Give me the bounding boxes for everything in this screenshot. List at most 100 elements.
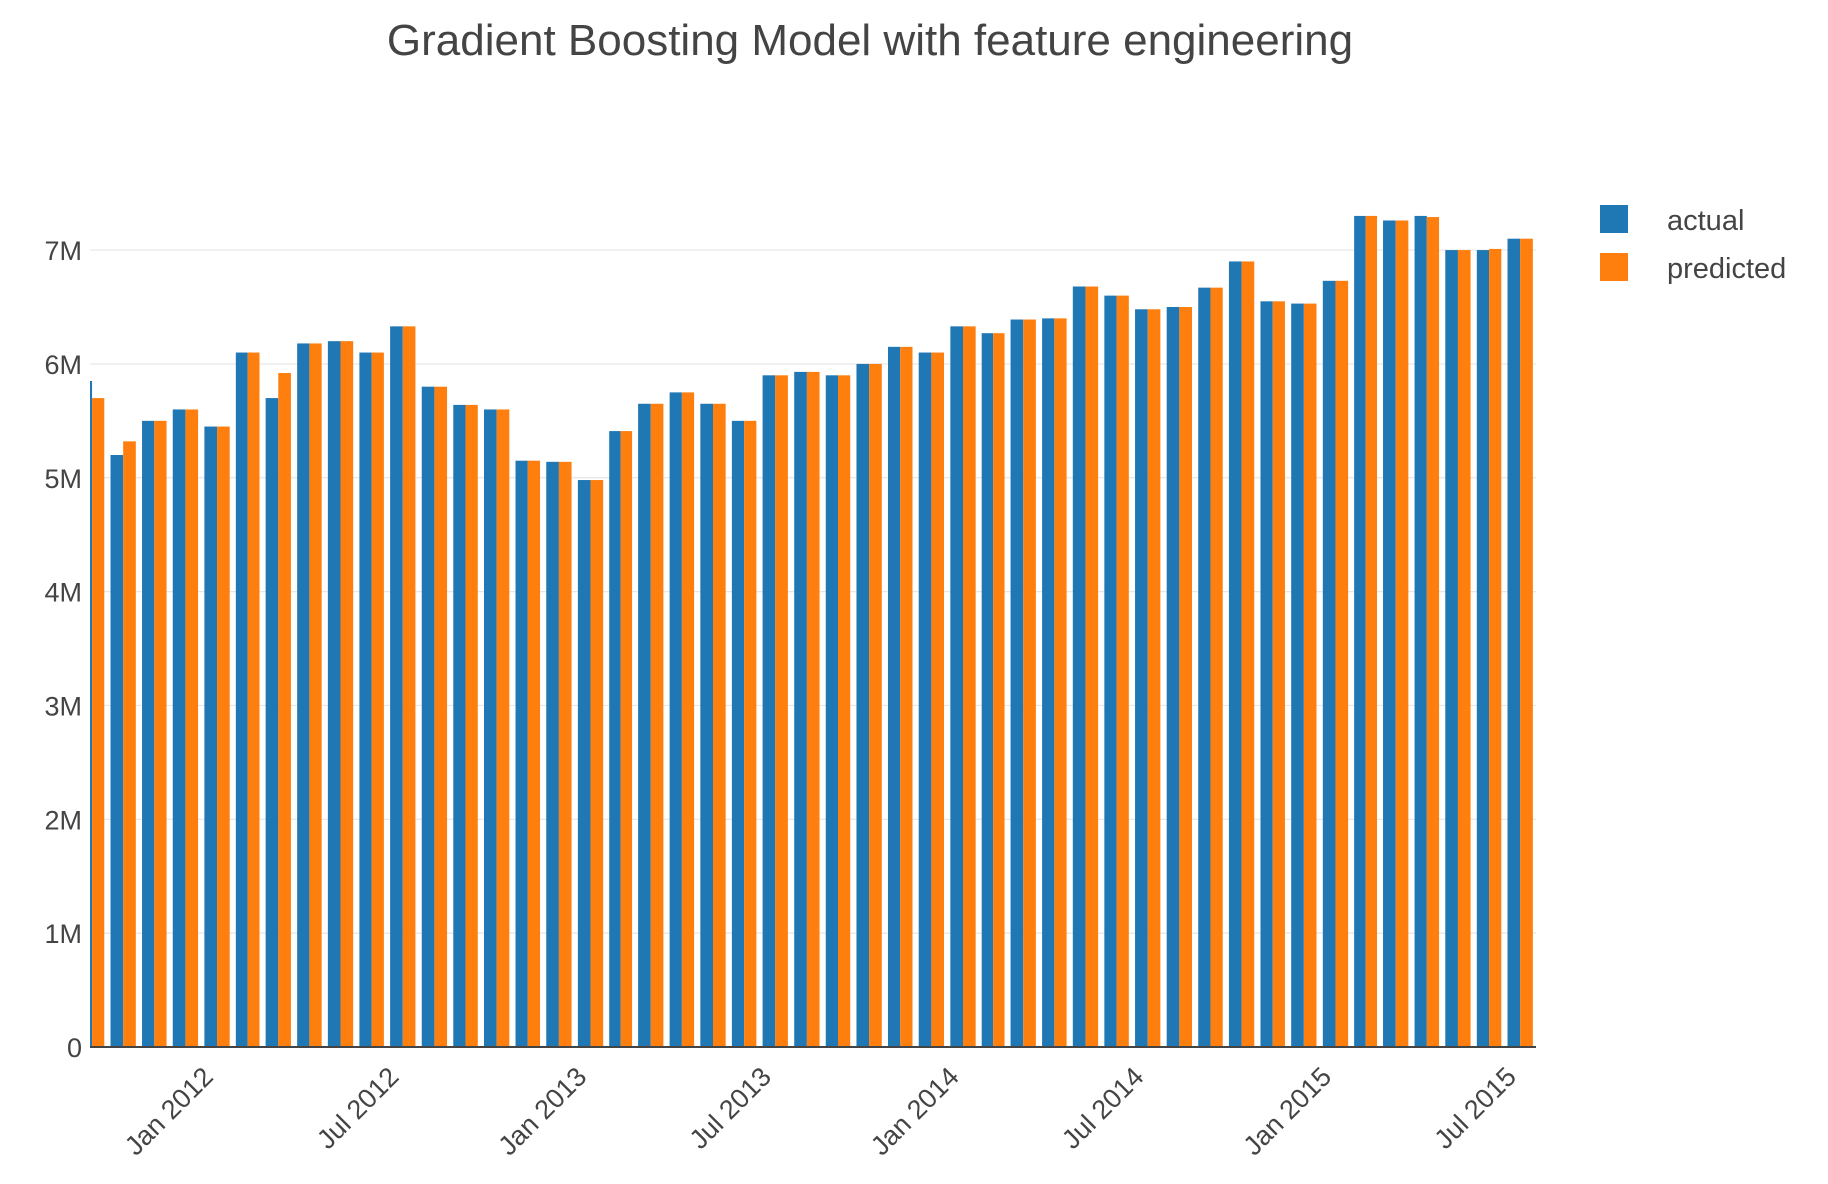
bar-predicted[interactable]	[1054, 318, 1067, 1047]
bar-actual[interactable]	[638, 403, 651, 1047]
bar-predicted[interactable]	[185, 409, 199, 1047]
bar-actual[interactable]	[90, 381, 93, 1047]
bar-predicted[interactable]	[650, 403, 664, 1047]
bar-actual[interactable]	[1135, 309, 1148, 1047]
bar-actual[interactable]	[297, 343, 310, 1047]
bar-predicted[interactable]	[1085, 286, 1099, 1047]
bar-predicted[interactable]	[1116, 295, 1129, 1048]
bar-actual[interactable]	[609, 431, 621, 1048]
bar-actual[interactable]	[669, 392, 682, 1047]
bar-predicted[interactable]	[1395, 220, 1409, 1047]
bar-predicted[interactable]	[1179, 307, 1193, 1047]
bar-predicted[interactable]	[496, 409, 510, 1047]
bar-predicted[interactable]	[1241, 261, 1255, 1047]
bar-actual[interactable]	[577, 480, 591, 1047]
bar-actual[interactable]	[359, 352, 372, 1047]
bar-actual[interactable]	[453, 404, 466, 1047]
bar-actual[interactable]	[390, 326, 403, 1047]
bar-actual[interactable]	[762, 375, 776, 1047]
bar-predicted[interactable]	[123, 441, 136, 1047]
bar-predicted[interactable]	[247, 352, 260, 1047]
bar-actual[interactable]	[731, 420, 745, 1047]
bar-predicted[interactable]	[838, 375, 851, 1047]
bar-predicted[interactable]	[993, 333, 1005, 1048]
bar-actual[interactable]	[1354, 215, 1366, 1047]
bar-predicted[interactable]	[527, 460, 541, 1047]
bar-predicted[interactable]	[1023, 319, 1036, 1047]
bar-actual[interactable]	[484, 409, 497, 1047]
bar-actual[interactable]	[950, 326, 964, 1047]
bar-actual[interactable]	[1476, 250, 1490, 1048]
bar-actual[interactable]	[1104, 295, 1117, 1048]
bar-actual[interactable]	[794, 371, 807, 1047]
bar-predicted[interactable]	[1147, 309, 1161, 1047]
bar-predicted[interactable]	[434, 386, 448, 1047]
bar-predicted[interactable]	[402, 326, 416, 1047]
bar-predicted[interactable]	[931, 352, 945, 1047]
bar-predicted[interactable]	[309, 343, 322, 1047]
bar-predicted[interactable]	[1520, 238, 1533, 1047]
bar-actual[interactable]	[204, 426, 218, 1047]
bar-actual[interactable]	[1228, 261, 1242, 1047]
bar-actual[interactable]	[1010, 319, 1024, 1047]
bar-predicted[interactable]	[558, 461, 572, 1047]
bar-actual[interactable]	[1445, 250, 1458, 1048]
bar-predicted[interactable]	[806, 371, 820, 1047]
bar-predicted[interactable]	[217, 426, 230, 1047]
bar-actual[interactable]	[888, 346, 901, 1047]
legend-item-predicted[interactable]: predicted	[1600, 253, 1786, 285]
bar-predicted[interactable]	[92, 398, 105, 1048]
bar-predicted[interactable]	[620, 431, 633, 1048]
bar-predicted[interactable]	[744, 420, 757, 1047]
bar-actual[interactable]	[700, 403, 713, 1047]
bar-actual[interactable]	[327, 341, 341, 1048]
bar-predicted[interactable]	[371, 352, 384, 1047]
bar-actual[interactable]	[1260, 301, 1273, 1047]
legend-item-actual[interactable]: actual	[1600, 205, 1744, 237]
y-tick-label: 3M	[44, 691, 82, 721]
bar-actual[interactable]	[1198, 287, 1211, 1048]
bar-predicted[interactable]	[775, 375, 788, 1047]
bar-actual[interactable]	[856, 363, 870, 1047]
bar-actual[interactable]	[515, 460, 528, 1047]
y-axis-ticks: 0 1M 2M 3M 4M 5M 6M 7M	[44, 236, 82, 1063]
bar-predicted[interactable]	[712, 403, 726, 1047]
bar-actual[interactable]	[918, 352, 932, 1047]
bar-predicted[interactable]	[1210, 287, 1223, 1048]
bar-predicted[interactable]	[963, 326, 976, 1047]
bar-predicted[interactable]	[154, 420, 167, 1047]
bar-actual[interactable]	[1414, 215, 1427, 1047]
x-tick-label: Jul 2013	[684, 1061, 777, 1154]
bar-predicted[interactable]	[1457, 250, 1471, 1048]
bar-predicted[interactable]	[900, 346, 913, 1047]
bar-actual[interactable]	[825, 375, 839, 1047]
bar-actual[interactable]	[1322, 280, 1336, 1047]
bar-actual[interactable]	[546, 461, 559, 1047]
bar-actual[interactable]	[172, 409, 186, 1047]
bar-actual[interactable]	[1291, 303, 1304, 1048]
bar-predicted[interactable]	[1489, 248, 1502, 1047]
bar-actual[interactable]	[421, 386, 435, 1047]
bar-actual[interactable]	[1166, 307, 1180, 1047]
bar-predicted[interactable]	[1335, 280, 1349, 1047]
bar-actual[interactable]	[981, 333, 994, 1048]
bar-predicted[interactable]	[1303, 303, 1317, 1048]
bar-predicted[interactable]	[1426, 217, 1440, 1048]
bar-predicted[interactable]	[590, 480, 604, 1047]
bar-predicted[interactable]	[1272, 301, 1285, 1047]
bar-actual[interactable]	[110, 455, 124, 1047]
bar-actual[interactable]	[1383, 220, 1396, 1047]
bar-predicted[interactable]	[1365, 215, 1378, 1047]
bar-actual[interactable]	[142, 420, 155, 1047]
bar-actual[interactable]	[1507, 238, 1521, 1047]
bar-predicted[interactable]	[465, 404, 478, 1047]
bar-predicted[interactable]	[869, 363, 882, 1047]
legend[interactable]: actual predicted	[1600, 205, 1786, 285]
bar-actual[interactable]	[235, 352, 248, 1047]
bar-predicted[interactable]	[340, 341, 354, 1048]
bar-predicted[interactable]	[681, 392, 695, 1047]
bar-actual[interactable]	[265, 398, 279, 1048]
bar-actual[interactable]	[1072, 286, 1086, 1047]
bar-predicted[interactable]	[278, 373, 291, 1047]
bar-actual[interactable]	[1042, 318, 1055, 1047]
